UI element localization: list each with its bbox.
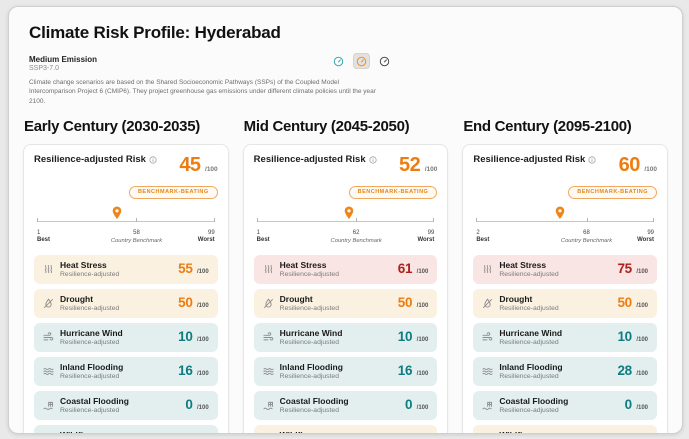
overall-score: 60 /100 — [618, 154, 658, 177]
header: Climate Risk Profile: Hyderabad Medium E… — [9, 7, 682, 106]
resilience-risk-title: Resilience-adjusted Risk — [34, 154, 157, 165]
risk-rows: Heat Stress Resilience-adjusted 75 /100 D… — [473, 254, 658, 433]
gauge-icon — [333, 56, 344, 67]
benchmark-tick — [356, 217, 358, 222]
benchmark-badge: BENCHMARK-BEATING — [568, 185, 658, 199]
coastal-flooding-icon — [43, 400, 54, 411]
low-emission-toggle[interactable] — [330, 53, 347, 69]
risk-row-inland-flooding[interactable]: Inland Flooding Resilience-adjusted 28 /1… — [473, 356, 658, 386]
drought-icon — [263, 298, 274, 309]
scenario-code: SSP3-7.0 — [29, 65, 59, 72]
risk-row-drought[interactable]: Drought Resilience-adjusted 50 /100 — [253, 288, 438, 318]
risk-card: Resilience-adjusted Risk 52 /100 BENCHMA… — [242, 144, 449, 433]
risk-row-hurricane-wind[interactable]: Hurricane Wind Resilience-adjusted 10 /10… — [473, 322, 658, 352]
scale-labels: 1 Best 58 Country Benchmark 99 Worst — [37, 229, 215, 244]
resilience-risk-title: Resilience-adjusted Risk — [254, 154, 377, 165]
drought-icon — [482, 298, 493, 309]
overall-score: 45 /100 — [179, 154, 218, 177]
hurricane-wind-icon — [482, 332, 493, 343]
column-early-century: Early Century (2030-2035) Resilience-adj… — [23, 114, 229, 433]
risk-row-heat-stress[interactable]: Heat Stress Resilience-adjusted 55 /100 — [34, 254, 218, 284]
risk-row-inland-flooding[interactable]: Inland Flooding Resilience-adjusted 16 /1… — [34, 356, 218, 386]
risk-row-inland-flooding[interactable]: Inland Flooding Resilience-adjusted 16 /1… — [253, 356, 438, 386]
slider-track — [476, 220, 655, 222]
resilience-risk-title: Resilience-adjusted Risk — [473, 154, 596, 165]
benchmark-badge: BENCHMARK-BEATING — [348, 185, 438, 199]
benchmark-tick — [136, 217, 138, 222]
scale-labels: 2 Best 68 Country Benchmark 99 Worst — [476, 229, 655, 244]
benchmark-badge: BENCHMARK-BEATING — [128, 185, 218, 199]
scenario-description: Climate change scenarios are based on th… — [29, 79, 376, 105]
risk-row-hurricane-wind[interactable]: Hurricane Wind Resilience-adjusted 10 /10… — [34, 322, 218, 352]
info-icon[interactable] — [369, 156, 377, 164]
overall-score: 52 /100 — [398, 154, 438, 177]
app-panel: Climate Risk Profile: Hyderabad Medium E… — [8, 6, 683, 434]
risk-card: Resilience-adjusted Risk 45 /100 BENCHMA… — [23, 144, 229, 433]
column-heading: Early Century (2030-2035) — [24, 118, 200, 136]
column-heading: Mid Century (2045-2050) — [243, 118, 410, 136]
risk-row-coastal-flooding[interactable]: Coastal Flooding Resilience-adjusted 0 /1… — [473, 390, 658, 420]
score-pin-icon — [343, 206, 355, 220]
coastal-flooding-icon — [482, 400, 493, 411]
score-pin-icon — [554, 206, 566, 220]
info-icon[interactable] — [149, 156, 157, 164]
info-icon[interactable] — [588, 156, 596, 164]
drought-icon — [43, 298, 54, 309]
column-mid-century: Mid Century (2045-2050) Resilience-adjus… — [242, 114, 449, 433]
risk-row-heat-stress[interactable]: Heat Stress Resilience-adjusted 75 /100 — [473, 254, 658, 284]
risk-rows: Heat Stress Resilience-adjusted 55 /100 D… — [34, 254, 218, 433]
column-heading: End Century (2095-2100) — [463, 118, 632, 136]
gauge-icon — [356, 56, 367, 67]
risk-row-wildfire[interactable]: WildfireResilience-adjusted 48 /100 — [473, 424, 658, 433]
scenario-block: Medium Emission SSP3-7.0 Climate change … — [29, 53, 399, 106]
risk-rows: Heat Stress Resilience-adjusted 61 /100 D… — [253, 254, 438, 433]
coastal-flooding-icon — [263, 400, 274, 411]
page-title: Climate Risk Profile: Hyderabad — [29, 23, 281, 42]
medium-emission-toggle[interactable] — [353, 53, 370, 69]
slider-track — [37, 220, 215, 222]
benchmark-slider — [37, 204, 215, 228]
century-columns: Early Century (2030-2035) Resilience-adj… — [9, 106, 682, 433]
heat-stress-icon — [482, 264, 493, 275]
risk-row-hurricane-wind[interactable]: Hurricane Wind Resilience-adjusted 10 /10… — [253, 322, 438, 352]
risk-row-wildfire[interactable]: WildfireResilience-adjusted 46 /100 — [253, 424, 438, 433]
inland-flooding-icon — [482, 366, 493, 377]
risk-row-heat-stress[interactable]: Heat Stress Resilience-adjusted 61 /100 — [253, 254, 438, 284]
risk-card: Resilience-adjusted Risk 60 /100 BENCHMA… — [462, 144, 669, 433]
benchmark-slider — [256, 204, 435, 228]
slider-track — [256, 220, 435, 222]
emission-toggle-group — [330, 53, 393, 69]
benchmark-slider — [476, 204, 655, 228]
inland-flooding-icon — [43, 366, 54, 377]
risk-row-drought[interactable]: Drought Resilience-adjusted 50 /100 — [473, 288, 658, 318]
hurricane-wind-icon — [43, 332, 54, 343]
risk-row-drought[interactable]: Drought Resilience-adjusted 50 /100 — [34, 288, 218, 318]
column-end-century: End Century (2095-2100) Resilience-adjus… — [462, 114, 669, 433]
scenario-name: Medium Emission — [29, 55, 98, 64]
risk-row-coastal-flooding[interactable]: Coastal Flooding Resilience-adjusted 0 /1… — [34, 390, 218, 420]
high-emission-toggle[interactable] — [376, 53, 393, 69]
scale-labels: 1 Best 62 Country Benchmark 99 Worst — [256, 229, 435, 244]
inland-flooding-icon — [263, 366, 274, 377]
risk-row-coastal-flooding[interactable]: Coastal Flooding Resilience-adjusted 0 /1… — [253, 390, 438, 420]
hurricane-wind-icon — [263, 332, 274, 343]
heat-stress-icon — [263, 264, 274, 275]
gauge-icon — [379, 56, 390, 67]
score-pin-icon — [111, 206, 123, 220]
risk-row-wildfire[interactable]: WildfireResilience-adjusted 39 /100 — [34, 424, 218, 433]
benchmark-tick — [586, 217, 588, 222]
heat-stress-icon — [43, 264, 54, 275]
